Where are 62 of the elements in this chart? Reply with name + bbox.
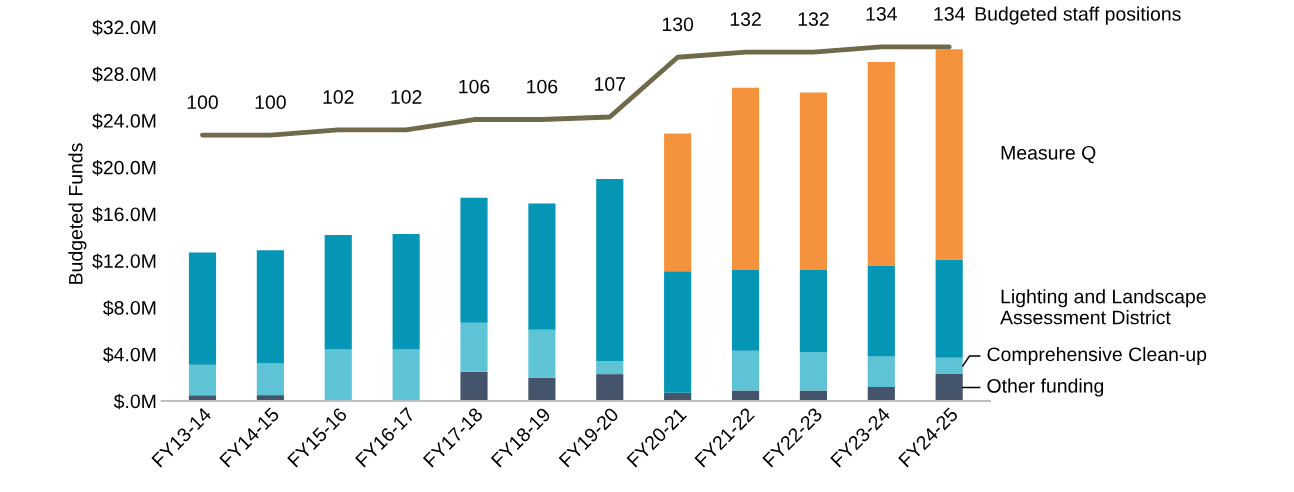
bar <box>324 349 352 401</box>
bar <box>596 178 624 362</box>
bar <box>935 49 963 260</box>
bar <box>731 390 760 401</box>
y-tick-label: $4.0M <box>103 346 156 363</box>
bar <box>460 197 488 323</box>
y-tick-label: $8.0M <box>103 300 156 316</box>
y-tick-label: $.0M <box>113 393 156 410</box>
bar <box>596 374 624 401</box>
bar <box>731 350 760 391</box>
y-tick-label: $32.0M <box>92 19 156 36</box>
bar <box>392 233 420 350</box>
y-tick-label: $20.0M <box>92 159 156 176</box>
bar <box>731 87 760 271</box>
bar <box>867 356 895 387</box>
data-label: 134 <box>866 7 897 21</box>
bar <box>188 364 217 396</box>
data-label: 134 <box>934 7 965 21</box>
bar <box>935 357 963 375</box>
bar <box>731 270 760 351</box>
bar <box>935 374 963 401</box>
y-tick-label: $24.0M <box>92 113 156 129</box>
data-label: 132 <box>798 12 829 26</box>
data-label: 100 <box>255 95 286 110</box>
data-label: 100 <box>187 95 218 110</box>
bar <box>188 252 217 365</box>
series-label: Comprehensive Clean-up <box>987 346 1207 366</box>
bar <box>256 363 284 396</box>
bar <box>256 250 284 364</box>
bar <box>596 361 624 375</box>
y-axis-title: Budgeted Funds <box>68 143 87 284</box>
data-label: 102 <box>323 90 354 104</box>
bar <box>460 322 488 372</box>
text: Measure Q <box>1001 145 1096 164</box>
data-label: 132 <box>730 12 761 26</box>
y-tick-label: $12.0M <box>92 253 156 270</box>
bar <box>664 133 692 272</box>
bar <box>528 329 556 378</box>
series-label: Lighting and Landscape Assessment District <box>1000 289 1206 325</box>
bar <box>867 386 895 401</box>
y-tick-label: $28.0M <box>92 66 156 83</box>
series-label: Budgeted staff positions <box>975 6 1181 25</box>
y-tick-label: $16.0M <box>92 206 156 223</box>
data-label: 106 <box>459 79 490 94</box>
data-label: 130 <box>662 17 694 32</box>
bar <box>799 351 827 391</box>
bar <box>664 271 692 393</box>
series-label: Other funding <box>987 378 1104 397</box>
bar <box>392 349 420 401</box>
bar <box>799 92 827 271</box>
bar <box>460 371 488 401</box>
bar <box>528 377 556 401</box>
bar <box>799 270 827 352</box>
bar <box>799 390 827 401</box>
bar <box>867 265 895 357</box>
bar <box>324 235 352 350</box>
data-label: 106 <box>527 79 558 94</box>
data-label: 102 <box>391 90 422 104</box>
bar <box>867 62 895 266</box>
data-label: 107 <box>595 77 626 91</box>
bar <box>528 203 556 330</box>
bar <box>935 259 963 358</box>
